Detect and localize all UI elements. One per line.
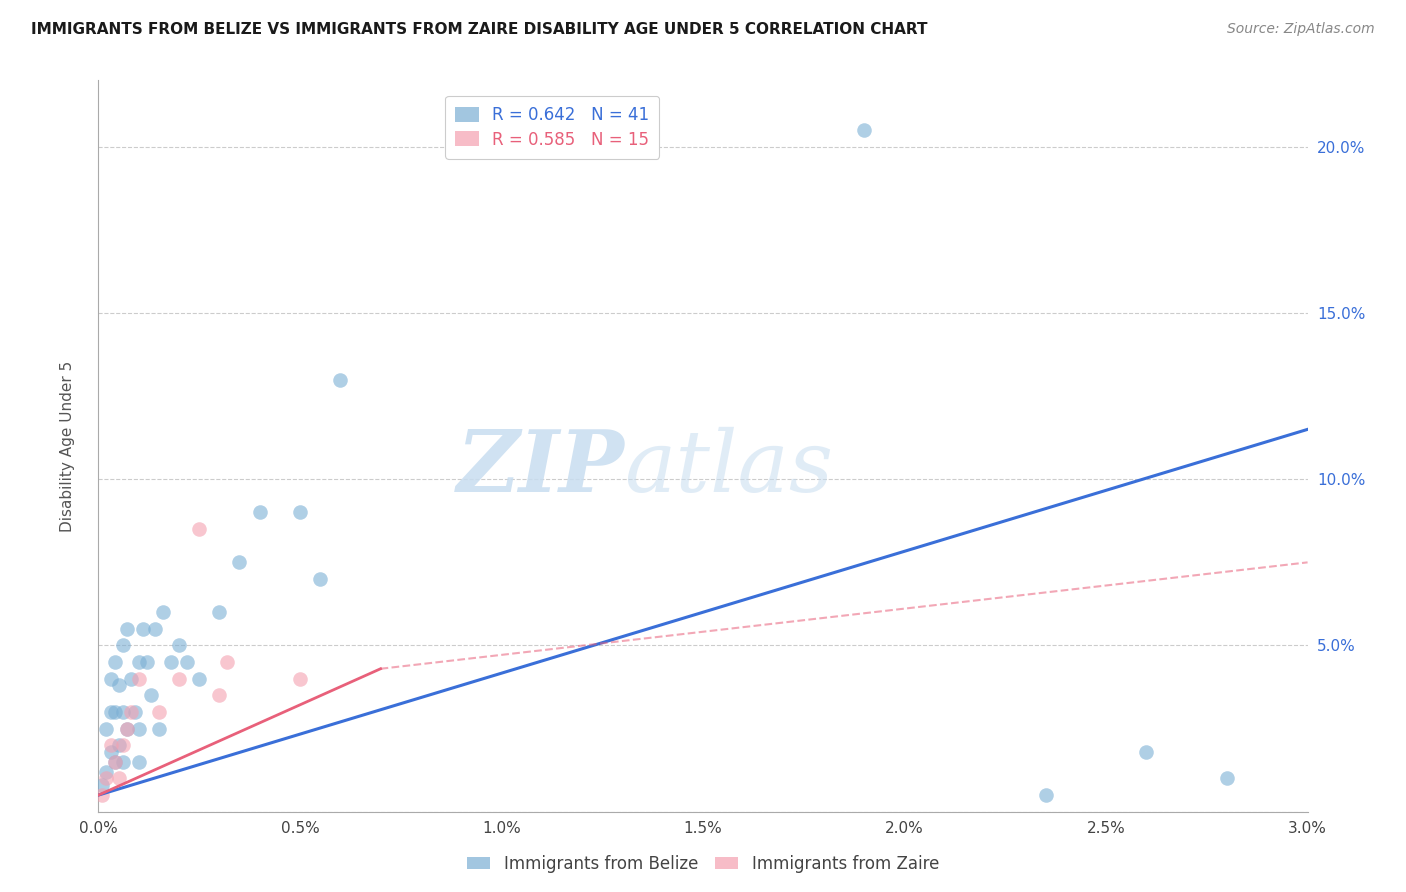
Point [1135,745,1157,759]
Legend: Immigrants from Belize, Immigrants from Zaire: Immigrants from Belize, Immigrants from … [460,848,946,880]
Point [100,738,122,752]
Point [103,755,125,769]
Text: Source: ZipAtlas.com: Source: ZipAtlas.com [1227,22,1375,37]
Point [288,506,311,520]
Point [96,772,118,786]
Point [152,605,174,619]
Point [107,738,129,752]
Point [1216,772,1239,786]
Point [124,705,146,719]
Point [217,655,239,669]
Point [167,639,190,653]
Point [107,678,129,692]
Point [208,689,231,703]
Point [309,572,332,586]
Point [103,755,125,769]
Point [139,689,162,703]
Point [132,622,155,636]
Point [120,672,142,686]
Point [111,738,134,752]
Point [208,605,231,619]
Point [143,622,166,636]
Point [148,705,170,719]
Point [167,672,190,686]
Point [100,745,122,759]
Point [249,506,271,520]
Point [115,722,138,736]
Point [103,705,125,719]
Point [148,722,170,736]
Point [111,705,134,719]
Point [188,672,211,686]
Point [188,522,211,536]
Point [853,123,876,137]
Point [111,639,134,653]
Point [100,705,122,719]
Point [1035,788,1057,802]
Point [91,778,114,792]
Point [128,755,150,769]
Point [228,555,250,569]
Point [135,655,157,669]
Point [288,672,311,686]
Point [128,655,150,669]
Point [115,722,138,736]
Point [160,655,183,669]
Point [91,788,114,802]
Point [176,655,198,669]
Point [115,622,138,636]
Y-axis label: Disability Age Under 5: Disability Age Under 5 [60,360,75,532]
Point [100,672,122,686]
Point [128,722,150,736]
Text: IMMIGRANTS FROM BELIZE VS IMMIGRANTS FROM ZAIRE DISABILITY AGE UNDER 5 CORRELATI: IMMIGRANTS FROM BELIZE VS IMMIGRANTS FRO… [31,22,928,37]
Legend: R = 0.642   N = 41, R = 0.585   N = 15: R = 0.642 N = 41, R = 0.585 N = 15 [446,96,659,159]
Point [329,372,352,386]
Point [96,764,118,779]
Point [107,772,129,786]
Text: atlas: atlas [624,426,834,509]
Point [120,705,142,719]
Point [103,655,125,669]
Point [96,722,118,736]
Point [128,672,150,686]
Point [111,755,134,769]
Text: ZIP: ZIP [457,426,624,509]
